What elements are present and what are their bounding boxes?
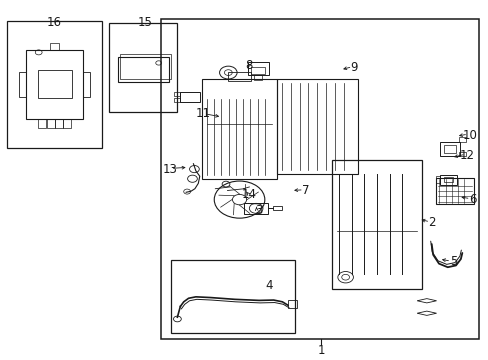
Bar [276,79,357,174]
Bar [444,145,455,153]
Bar [38,71,72,98]
Text: 5: 5 [449,255,456,268]
Bar [440,141,459,156]
Bar [50,43,60,50]
Text: 2: 2 [427,216,434,229]
Bar [161,19,478,339]
Bar [440,175,457,185]
Bar [331,160,421,289]
Bar [109,23,177,112]
Bar [83,72,90,97]
Bar [202,79,276,179]
Text: 15: 15 [138,16,152,29]
Bar [55,119,62,128]
Bar [458,137,465,141]
Bar [251,67,264,74]
Text: 12: 12 [459,149,474,162]
Text: 8: 8 [245,59,252,72]
Bar [7,21,102,148]
Bar [244,203,267,214]
Bar [20,72,26,97]
Bar [120,54,171,79]
Text: 14: 14 [242,188,256,201]
Text: 9: 9 [349,61,357,74]
Bar [170,260,294,333]
Text: 13: 13 [163,163,178,176]
Text: 11: 11 [195,107,210,120]
Bar [458,152,465,156]
Bar [38,119,46,128]
Bar [247,62,268,76]
Text: 3: 3 [255,204,262,217]
Text: 6: 6 [468,193,476,206]
Bar [174,98,180,102]
Bar [272,206,282,210]
Bar [444,177,452,183]
Bar [47,119,55,128]
Bar [174,93,180,96]
Bar [228,72,250,81]
Text: 16: 16 [46,16,61,29]
Text: 7: 7 [301,184,308,197]
Text: 10: 10 [461,129,476,142]
Bar [63,119,71,128]
Bar [254,75,262,80]
Bar [180,92,200,102]
Text: 4: 4 [264,279,272,292]
Bar [435,178,473,204]
Text: 1: 1 [317,344,325,357]
Bar [118,57,168,82]
Bar [287,300,296,308]
Bar [26,50,83,119]
Bar [435,176,440,183]
